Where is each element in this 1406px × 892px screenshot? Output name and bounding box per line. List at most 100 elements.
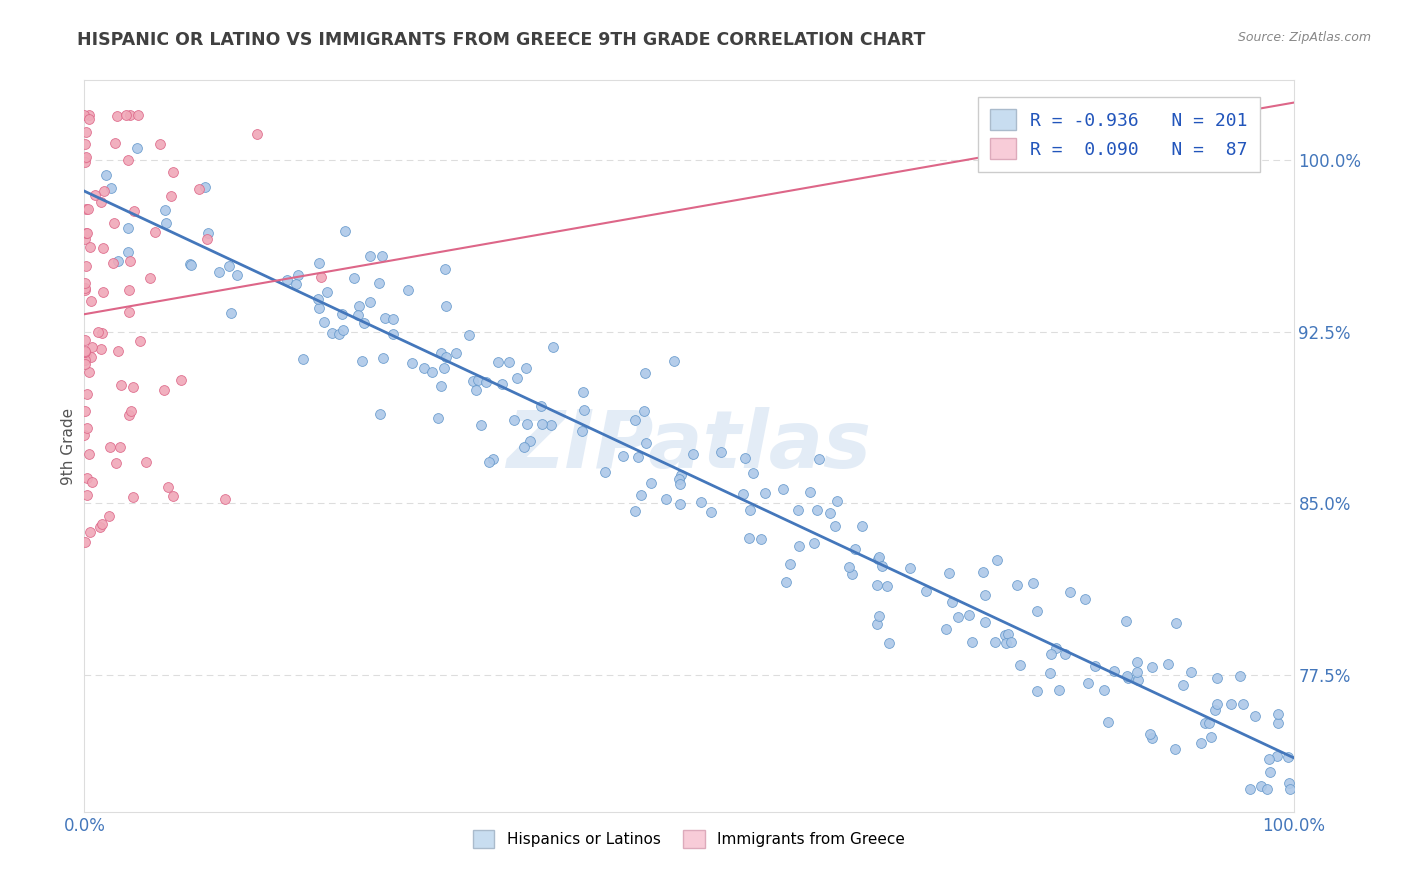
Point [700,505,723,519]
Point [308,301,330,315]
Point [349,299,371,313]
Point [107,253,129,268]
Point [1194,715,1216,730]
Point [426,410,449,425]
Point [634,366,657,380]
Point [1189,736,1212,750]
Point [335,224,357,238]
Point [118,107,141,121]
Point [741,466,763,480]
Point [868,549,890,564]
Point [75,151,97,165]
Point [779,558,801,572]
Point [170,373,193,387]
Point [1206,671,1229,685]
Point [314,315,336,329]
Point [1005,578,1028,592]
Point [371,249,394,263]
Point [623,413,645,427]
Point [1126,673,1149,688]
Point [740,503,762,517]
Point [100,181,122,195]
Point [87,326,110,340]
Point [818,506,841,520]
Point [367,276,389,290]
Point [316,285,339,300]
Point [530,399,553,413]
Point [287,268,309,282]
Point [160,189,183,203]
Point [76,421,98,435]
Point [373,351,395,366]
Point [960,635,983,649]
Point [104,136,127,150]
Point [122,379,145,393]
Point [803,535,825,549]
Point [117,153,139,167]
Point [75,226,97,240]
Point [1239,781,1261,796]
Point [866,577,889,591]
Point [1171,678,1194,692]
Point [503,413,526,427]
Point [1267,716,1289,731]
Point [640,475,662,490]
Point [938,566,960,580]
Point [292,351,315,366]
Point [1116,669,1139,683]
Point [368,407,391,421]
Point [898,561,921,575]
Point [139,270,162,285]
Point [1000,635,1022,649]
Point [775,575,797,590]
Point [851,518,873,533]
Point [1157,657,1180,671]
Point [162,489,184,503]
Point [754,485,776,500]
Point [194,179,217,194]
Point [914,584,936,599]
Point [668,497,690,511]
Point [332,323,354,337]
Point [474,375,496,389]
Point [515,360,537,375]
Point [103,216,125,230]
Point [89,519,111,533]
Point [751,533,773,547]
Point [73,232,96,246]
Point [434,350,457,364]
Point [321,326,343,340]
Point [1278,776,1301,790]
Point [430,346,453,360]
Point [124,204,146,219]
Point [1180,665,1202,680]
Point [197,232,219,246]
Point [543,340,565,354]
Point [1206,698,1229,712]
Point [994,628,1017,642]
Point [1059,585,1081,599]
Point [838,560,860,574]
Point [734,451,756,466]
Point [90,342,112,356]
Point [1026,605,1049,619]
Point [506,370,529,384]
Point [941,595,963,609]
Point [328,326,350,341]
Point [627,450,650,465]
Point [540,417,562,432]
Point [149,136,172,151]
Point [153,383,176,397]
Point [352,354,374,368]
Point [107,109,129,123]
Point [76,488,98,502]
Point [1022,576,1045,591]
Point [995,636,1018,650]
Point [974,588,997,602]
Point [1102,664,1125,678]
Point [108,440,131,454]
Point [77,447,100,461]
Point [1257,752,1279,766]
Point [478,455,501,469]
Point [1074,592,1097,607]
